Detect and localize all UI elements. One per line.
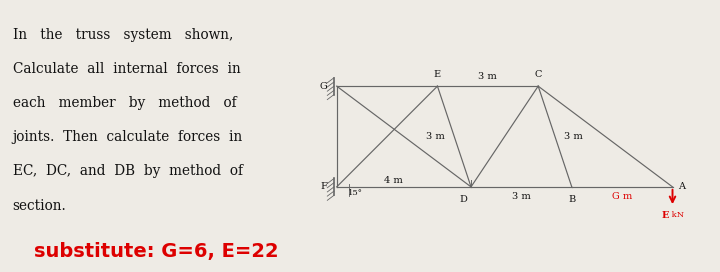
Text: 3 m: 3 m — [479, 72, 498, 81]
Text: 15°: 15° — [348, 189, 363, 197]
Text: 3 m: 3 m — [512, 192, 531, 201]
Text: each   member   by   method   of: each member by method of — [12, 96, 236, 110]
Text: C: C — [534, 70, 542, 79]
Text: EC,  DC,  and  DB  by  method  of: EC, DC, and DB by method of — [12, 164, 243, 178]
Text: substitute: G=6, E=22: substitute: G=6, E=22 — [35, 242, 279, 261]
Text: A: A — [678, 183, 685, 191]
Text: joints.  Then  calculate  forces  in: joints. Then calculate forces in — [12, 130, 243, 144]
Text: section.: section. — [12, 199, 66, 212]
Text: 3 m: 3 m — [426, 132, 445, 141]
Text: Calculate  all  internal  forces  in: Calculate all internal forces in — [12, 62, 240, 76]
Text: E: E — [434, 70, 441, 79]
Text: In   the   truss   system   shown,: In the truss system shown, — [12, 28, 233, 42]
Text: G: G — [320, 82, 328, 91]
Text: kN: kN — [669, 211, 684, 219]
Text: D: D — [459, 195, 467, 204]
Text: 4 m: 4 m — [384, 176, 403, 185]
Text: B: B — [568, 195, 575, 204]
Text: E: E — [662, 211, 669, 220]
Text: 3 m: 3 m — [564, 132, 582, 141]
Text: G m: G m — [612, 192, 632, 201]
Text: F: F — [320, 183, 328, 191]
